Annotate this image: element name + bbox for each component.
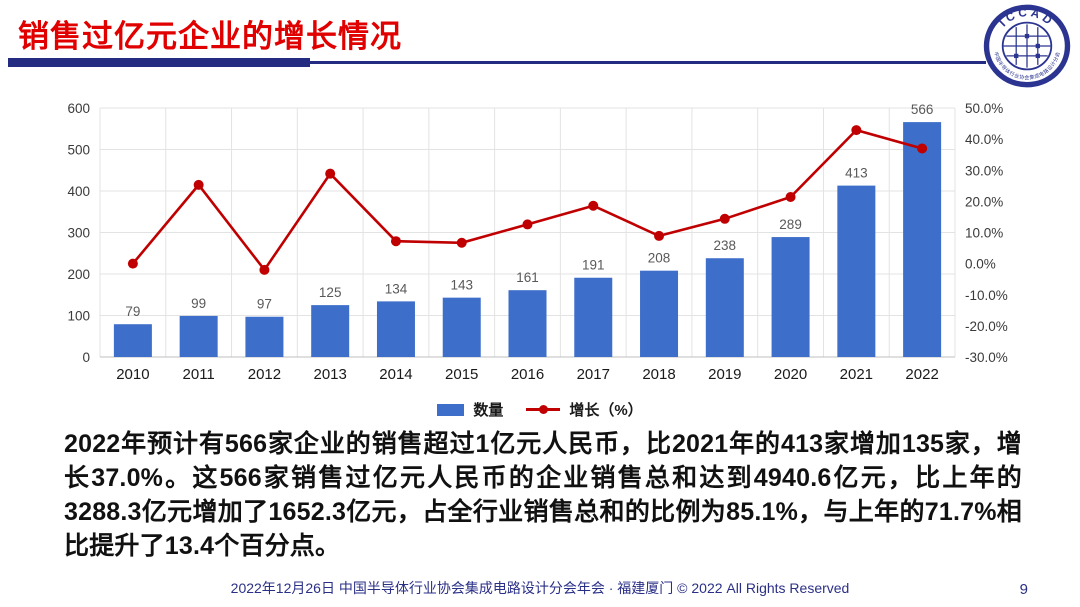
bar-value-label: 208 [648,251,671,266]
left-axis-tick: 300 [67,226,90,241]
footer-text: 2022年12月26日 中国半导体行业协会集成电路设计分会年会 · 福建厦门 ©… [230,580,850,596]
page-number: 9 [1019,581,1028,598]
bar-value-label: 566 [911,102,934,117]
right-axis-tick: -20.0% [965,319,1008,334]
bar-2016 [508,290,547,357]
page-title: 销售过亿元企业的增长情况 [18,19,402,54]
growth-marker-2018 [654,230,665,241]
growth-combo-chart: 600 500 400 300 200 100 0 50.0% 40.0% 30.0% 20.0% 1… [67,101,1008,383]
growth-marker-2011 [193,179,204,190]
growth-marker-2012 [259,264,270,275]
left-axis-tick: 600 [67,101,90,116]
bar-2011 [179,315,218,357]
bar-value-label: 238 [714,238,737,253]
right-axis-tick: -30.0% [965,350,1008,365]
line-marker-dot [538,405,548,414]
bar-2018 [640,270,679,357]
growth-marker-2014 [390,236,401,247]
x-axis-label: 2022 [905,366,938,383]
left-axis-tick: 400 [67,184,90,199]
x-axis-label: 2020 [774,366,807,383]
bar-2022 [903,122,942,357]
bar-value-label: 125 [319,285,342,300]
x-axis-label: 2016 [511,366,544,383]
x-axis-label: 2018 [642,366,675,383]
right-axis-tick: 30.0% [965,163,1003,178]
right-axis-tick: 0.0% [965,257,996,272]
x-axis-label: 2010 [116,366,149,383]
bar-value-label: 143 [450,278,473,293]
bar-2015 [442,297,481,357]
bar-2019 [705,258,744,357]
x-axis-label: 2017 [577,366,610,383]
bar-series-label: 数量 [473,402,504,419]
iccad-logo-icon: ICCAD 中国半导体行业协会集成电路设计分会 [983,4,1071,88]
body-text: 2022年预计有566家企业的销售超过1亿元人民币，比2021年的413家增加1… [64,430,1022,560]
bar-2012 [245,316,284,357]
growth-marker-2019 [719,213,730,224]
bar-value-label: 134 [385,281,408,296]
right-axis-tick: 50.0% [965,101,1003,116]
x-axis-label: 2019 [708,366,741,383]
growth-marker-2016 [522,219,533,230]
x-axis-label: 2012 [248,366,281,383]
growth-marker-2021 [851,125,862,136]
bar-2013 [311,305,350,357]
line-series-label: 增长（%） [569,402,643,419]
left-axis-tick: 100 [67,309,90,324]
bar-2021 [837,185,876,357]
title-underline-thick [8,58,310,67]
right-axis-tick: -10.0% [965,288,1008,303]
bar-value-label: 161 [516,270,539,285]
right-axis-tick: 20.0% [965,194,1003,209]
x-axis-label: 2015 [445,366,478,383]
growth-marker-2017 [588,200,599,211]
bar-series-swatch [437,403,465,416]
bar-2014 [376,301,415,357]
x-axis-label: 2014 [379,366,412,383]
growth-marker-2015 [456,237,467,248]
bar-2017 [574,277,613,357]
right-axis-tick: 10.0% [965,226,1003,241]
bar-2020 [771,237,810,357]
bar-value-label: 99 [191,296,206,311]
x-axis-label: 2011 [183,366,215,383]
left-axis-tick: 500 [67,143,90,158]
bar-value-label: 191 [582,258,605,273]
logo-ic-pads [1014,33,1040,59]
left-axis-tick: 200 [67,267,90,282]
chart-legend: 数量 增长（%） [0,399,1080,420]
bar-value-label: 79 [125,304,140,319]
x-axis-label: 2021 [840,366,873,383]
growth-marker-2010 [127,258,138,269]
right-axis-tick: 40.0% [965,132,1003,147]
bar-value-label: 289 [779,217,802,232]
bar-value-label: 413 [845,166,868,181]
growth-marker-2020 [785,192,796,203]
left-axis-tick: 0 [82,350,90,365]
growth-marker-2013 [325,168,336,179]
line-series-swatch [526,405,561,414]
title-underline-thin [310,61,986,64]
x-axis-label: 2013 [314,366,347,383]
bar-2010 [113,324,152,357]
bar-value-label: 97 [257,297,272,312]
growth-marker-2022 [917,143,928,154]
